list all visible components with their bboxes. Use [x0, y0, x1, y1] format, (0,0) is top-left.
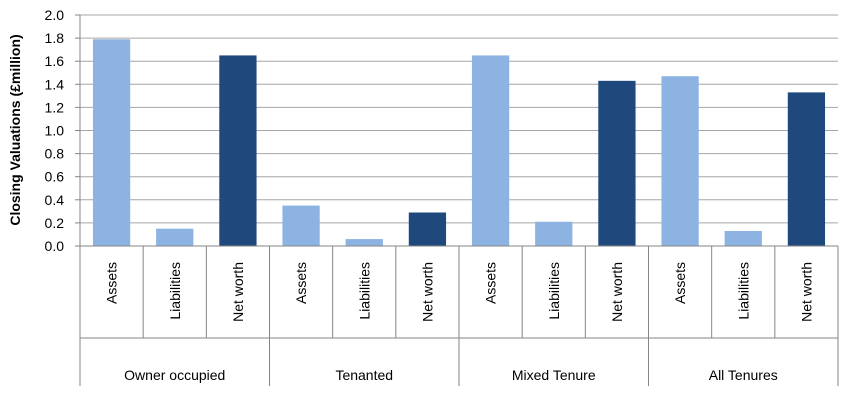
- y-tick-label: 1.2: [45, 99, 65, 115]
- category-label: Liabilities: [735, 262, 751, 320]
- category-label: Net worth: [419, 262, 435, 322]
- y-tick-label: 0.8: [45, 146, 65, 162]
- y-tick-label: 2.0: [45, 7, 65, 23]
- y-tick-label: 0.2: [45, 215, 65, 231]
- bar: [598, 80, 636, 247]
- gridlines: [80, 14, 838, 224]
- group-label: Tenanted: [335, 367, 393, 383]
- category-label: Assets: [293, 262, 309, 304]
- bar: [92, 39, 131, 246]
- axes: [75, 14, 839, 386]
- y-tick-label: 0.4: [45, 192, 65, 208]
- category-label: Net worth: [798, 262, 814, 322]
- bar: [724, 230, 762, 246]
- y-tick-label: 1.0: [45, 123, 65, 139]
- category-label: Liabilities: [167, 262, 183, 320]
- category-label: Liabilities: [356, 262, 372, 320]
- bar: [282, 205, 320, 246]
- y-tick-label: 0.0: [45, 238, 65, 254]
- category-label: Assets: [483, 262, 499, 304]
- category-label: Assets: [672, 262, 688, 304]
- bar: [535, 221, 573, 246]
- group-label: Owner occupied: [124, 367, 225, 383]
- bar: [345, 239, 383, 246]
- bar: [408, 212, 447, 246]
- bar: [787, 92, 826, 246]
- bar: [471, 55, 510, 246]
- category-label: Net worth: [609, 262, 625, 322]
- y-tick-label: 1.8: [45, 30, 65, 46]
- category-label: Liabilities: [546, 262, 562, 320]
- bar: [661, 76, 699, 246]
- category-label: Net worth: [230, 262, 246, 322]
- y-tick-label: 0.6: [45, 169, 65, 185]
- y-tick-label: 1.6: [45, 53, 65, 69]
- y-axis-title: Closing Valuations (£million): [7, 34, 23, 225]
- bars: [92, 39, 826, 247]
- group-label: Mixed Tenure: [512, 367, 596, 383]
- y-tick-label: 1.4: [45, 76, 65, 92]
- bar: [156, 228, 194, 246]
- category-label: Assets: [104, 262, 120, 304]
- labels: 0.0 0.2 0.4 0.6 0.8 1.0 1.2 1.4 1.6 1.8 2.0 Assets L…: [45, 7, 815, 383]
- group-label: All Tenures: [709, 367, 778, 383]
- bar: [219, 55, 257, 246]
